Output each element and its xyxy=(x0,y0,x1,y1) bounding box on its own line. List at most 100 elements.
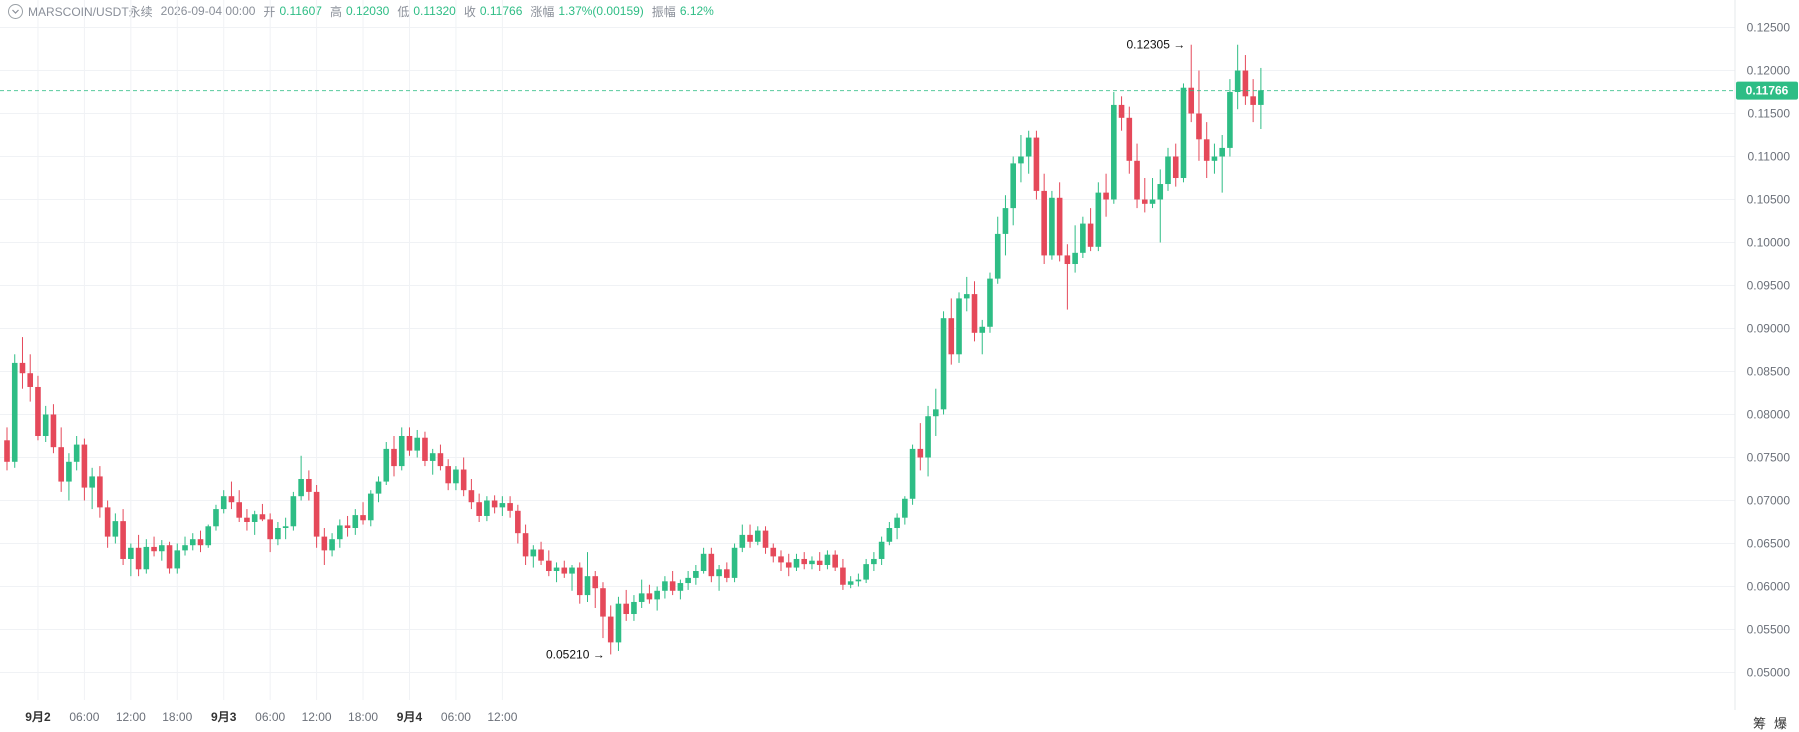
candle-body xyxy=(422,437,428,461)
candle-body xyxy=(917,448,924,458)
candle-body xyxy=(476,502,482,516)
candle xyxy=(878,536,885,565)
candle xyxy=(321,528,328,565)
candle-body xyxy=(499,503,506,508)
candle-body xyxy=(646,593,653,600)
candle-body xyxy=(1165,156,1171,185)
candle-body xyxy=(584,576,591,596)
candle xyxy=(42,405,49,443)
candle xyxy=(213,504,219,531)
candle xyxy=(956,292,962,363)
candle-body xyxy=(4,440,10,462)
candle-body xyxy=(963,294,970,299)
candle-body xyxy=(739,534,746,548)
y-tick-label: 0.07000 xyxy=(1747,493,1791,507)
candle-body xyxy=(73,444,80,462)
candle-body xyxy=(816,560,823,565)
candle xyxy=(445,459,451,491)
candle xyxy=(1165,147,1171,191)
candle-body xyxy=(112,521,119,537)
candle-body xyxy=(1049,197,1055,256)
candle xyxy=(933,388,939,436)
candle xyxy=(1072,225,1078,273)
candle xyxy=(1250,79,1256,123)
candle-body xyxy=(35,386,41,436)
candle-body xyxy=(383,448,390,482)
x-tick-label: 12:00 xyxy=(302,710,332,724)
candle-body xyxy=(677,583,684,591)
candle xyxy=(1242,55,1249,105)
candle xyxy=(917,423,924,471)
x-tick-label: 12:00 xyxy=(116,710,146,724)
candle-body xyxy=(213,509,219,527)
candle-body xyxy=(1250,96,1256,105)
candle-body xyxy=(244,517,250,522)
candle-body xyxy=(27,373,34,387)
candle-body xyxy=(948,318,955,355)
candle xyxy=(290,491,297,531)
candle xyxy=(1033,130,1040,200)
liquidation-tool-button[interactable]: 爆 xyxy=(1773,715,1787,731)
candle xyxy=(662,576,668,599)
candle xyxy=(1064,244,1071,310)
max-price-marker: 0.12305 → xyxy=(1127,38,1186,52)
candle-body xyxy=(507,503,513,511)
candle xyxy=(940,311,947,415)
candle xyxy=(724,562,730,583)
candle xyxy=(484,496,490,522)
candle-body xyxy=(747,534,753,542)
low-label: 低 xyxy=(397,4,410,19)
collapse-icon[interactable] xyxy=(8,3,23,19)
candle xyxy=(1219,135,1225,193)
candle xyxy=(58,427,64,492)
candle-body xyxy=(197,539,204,546)
candle xyxy=(1211,143,1218,174)
candle-body xyxy=(886,528,893,542)
candle-body xyxy=(81,444,88,488)
candle-body xyxy=(445,466,451,484)
candle xyxy=(174,543,181,574)
candle-body xyxy=(685,577,691,584)
candle-body xyxy=(878,541,885,559)
current-price-label: 0.11766 xyxy=(1746,84,1789,98)
y-tick-label: 0.06500 xyxy=(1747,536,1791,550)
candle-body xyxy=(522,533,529,557)
candle xyxy=(406,427,413,456)
candle-body xyxy=(50,414,57,448)
candle xyxy=(391,435,397,477)
candle-body xyxy=(569,567,575,574)
candle-body xyxy=(933,409,939,417)
candle-body xyxy=(159,545,165,552)
candle xyxy=(971,281,978,342)
y-tick-label: 0.11000 xyxy=(1748,150,1791,164)
candle xyxy=(801,552,808,570)
candle xyxy=(306,470,312,501)
candle-body xyxy=(275,528,281,540)
candle-body xyxy=(925,416,931,458)
candle-body xyxy=(1258,90,1264,105)
candle xyxy=(515,504,521,544)
candle xyxy=(1188,44,1195,123)
candle-body xyxy=(615,603,622,643)
candle xyxy=(182,536,188,556)
candle xyxy=(739,524,746,553)
candle xyxy=(4,427,10,471)
candle-body xyxy=(1072,252,1078,265)
candle xyxy=(994,216,1001,284)
candle xyxy=(530,545,537,568)
candle xyxy=(375,476,382,503)
candle xyxy=(855,573,862,587)
candle xyxy=(19,337,26,389)
candle-body xyxy=(607,616,614,643)
candle xyxy=(73,435,80,471)
candle-body xyxy=(631,601,637,615)
candle-body xyxy=(793,558,800,568)
candle xyxy=(1002,195,1009,256)
chips-tool-button[interactable]: 筹 xyxy=(1752,715,1766,731)
candle-body xyxy=(1087,223,1094,247)
candle-body xyxy=(1126,117,1133,161)
candle xyxy=(716,564,722,591)
candle-body xyxy=(97,476,103,508)
candle xyxy=(244,509,250,531)
